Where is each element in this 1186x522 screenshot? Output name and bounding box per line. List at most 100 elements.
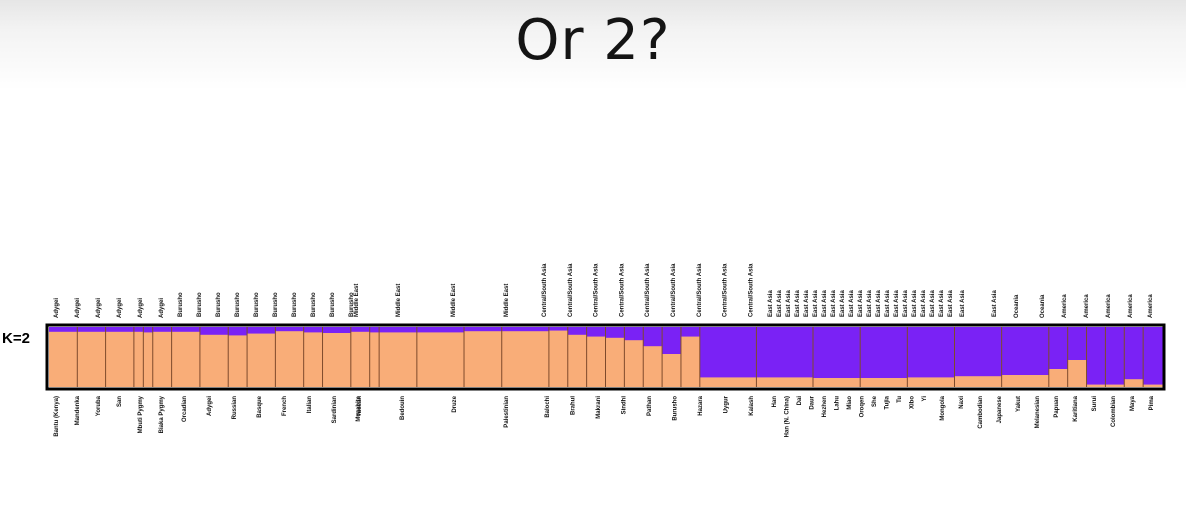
slide-title: Or 2?	[515, 8, 671, 73]
bar-segment-cluster-2	[275, 327, 305, 332]
bottom-population-label: Makrani	[596, 396, 602, 419]
bar-segment-cluster-2	[379, 327, 418, 333]
bar-segment-cluster-2	[1105, 327, 1125, 385]
top-population-label: America	[1084, 294, 1090, 318]
population-bar	[1086, 327, 1107, 387]
population-bar	[246, 327, 276, 387]
bar-segment-cluster-2	[548, 327, 569, 331]
bottom-population-label: Naxi	[959, 396, 965, 409]
bar-segment-cluster-1	[1001, 375, 1050, 387]
bar-segment-cluster-1	[813, 378, 861, 387]
bottom-population-label: Papuan	[1054, 396, 1060, 418]
bottom-population-label: Japanese	[997, 395, 1003, 423]
bar-segment-cluster-1	[756, 377, 814, 387]
bottom-population-label: Melanesian	[1035, 396, 1041, 429]
top-population-label: America	[1106, 294, 1112, 318]
bar-segment-cluster-1	[171, 331, 201, 387]
bottom-population-label: Bedouin	[400, 396, 406, 420]
bar-segment-cluster-1	[1048, 369, 1069, 387]
bottom-population-label: Tu	[897, 396, 903, 403]
bar-segment-cluster-2	[907, 327, 956, 378]
bar-segment-cluster-2	[699, 327, 758, 378]
population-bar	[1067, 327, 1088, 387]
bar-segment-cluster-2	[624, 327, 644, 341]
bottom-population-label: Sindhi	[622, 396, 628, 415]
top-population-label: Adygei	[159, 298, 165, 318]
population-bar	[463, 327, 503, 387]
bottom-population-label: Pima	[1149, 395, 1155, 410]
population-bar	[586, 327, 607, 387]
bar-segment-cluster-2	[416, 327, 465, 333]
bar-segment-cluster-2	[350, 327, 371, 333]
top-population-label: East Asia	[992, 290, 998, 317]
population-bar	[152, 327, 173, 387]
bottom-population-label: French	[282, 396, 288, 416]
top-population-label: Central/South Asia	[697, 263, 703, 317]
bottom-population-label: Balochi	[545, 396, 551, 418]
bar-segment-cluster-1	[1124, 379, 1144, 387]
bar-segment-cluster-1	[152, 331, 173, 387]
bar-segment-cluster-2	[813, 327, 861, 379]
bottom-population-label: Mbuti Pygmy	[138, 395, 144, 433]
bottom-population-label: Kalash	[749, 396, 755, 416]
top-population-label: Central/South Asia	[645, 263, 651, 317]
bottom-population-label: Tujia	[885, 395, 891, 409]
bar-segment-cluster-1	[143, 332, 154, 387]
bottom-population-label: Uygur	[724, 395, 730, 413]
population-bar	[623, 327, 644, 387]
population-bar	[1104, 327, 1125, 387]
population-bar	[680, 327, 701, 387]
top-population-label: Adygei	[117, 298, 123, 318]
top-population-label: Middle East	[451, 284, 457, 317]
top-population-label: Burusho	[235, 292, 241, 317]
bottom-population-label: Mozabite	[356, 395, 362, 421]
bottom-population-label: Han (N. China)	[785, 396, 791, 437]
bar-segment-cluster-1	[1143, 384, 1163, 387]
top-population-label: Central/South Asia	[594, 263, 600, 317]
top-population-label: Burusho	[254, 292, 260, 317]
top-population-label: East Asia	[921, 290, 927, 317]
bottom-population-label: Palestinian	[504, 396, 510, 428]
bottom-population-label: Cambodian	[978, 396, 984, 429]
population-bar	[501, 327, 550, 387]
population-bar	[953, 327, 1003, 387]
bar-segment-cluster-1	[228, 335, 248, 387]
bar-segment-cluster-1	[369, 332, 380, 387]
top-population-label: Central/South Asia	[748, 263, 754, 317]
bar-segment-cluster-1	[303, 332, 324, 387]
bars-layer	[49, 327, 1163, 387]
bar-segment-cluster-2	[756, 327, 814, 378]
top-population-label: Burusho	[216, 292, 222, 317]
bar-segment-cluster-1	[275, 331, 305, 387]
top-population-label: Central/South Asia	[568, 263, 574, 317]
population-bar	[416, 327, 465, 387]
bar-segment-cluster-2	[247, 327, 276, 334]
bottom-population-label: Xibo	[910, 396, 916, 409]
bottom-population-label: Han	[772, 396, 778, 408]
bottom-population-label: Hezhen	[822, 396, 828, 418]
bar-segment-cluster-1	[1105, 384, 1125, 387]
bar-segment-cluster-1	[133, 331, 144, 387]
bar-segment-cluster-2	[680, 327, 701, 337]
population-bar	[322, 327, 352, 387]
bottom-population-label: Italian	[307, 396, 313, 414]
bottom-population-label: Burusho	[673, 396, 679, 421]
top-population-label: Burusho	[197, 292, 203, 317]
bottom-population-label: Druze	[452, 395, 458, 412]
bar-segment-cluster-1	[567, 334, 588, 387]
bar-segment-cluster-1	[379, 332, 418, 387]
bar-segment-cluster-2	[171, 327, 201, 333]
population-bar	[105, 327, 135, 387]
top-population-label: East Asia	[840, 290, 846, 317]
top-population-label: East Asia	[804, 290, 810, 317]
population-bar	[859, 327, 908, 387]
bottom-population-label: Biaka Pygmy	[159, 395, 165, 433]
bottom-label-layer: Bantu (Kenya) Mandenka Yoruba San Mbuti Pygm…	[54, 395, 1155, 437]
bottom-population-label: Colombian	[1111, 396, 1117, 427]
bottom-population-label: Bantu (Kenya)	[54, 396, 60, 437]
top-population-label: East Asia	[876, 290, 882, 317]
top-population-label: Middle East	[504, 284, 510, 317]
plot-frame	[45, 323, 1166, 391]
bottom-population-label: Daur	[810, 395, 816, 409]
